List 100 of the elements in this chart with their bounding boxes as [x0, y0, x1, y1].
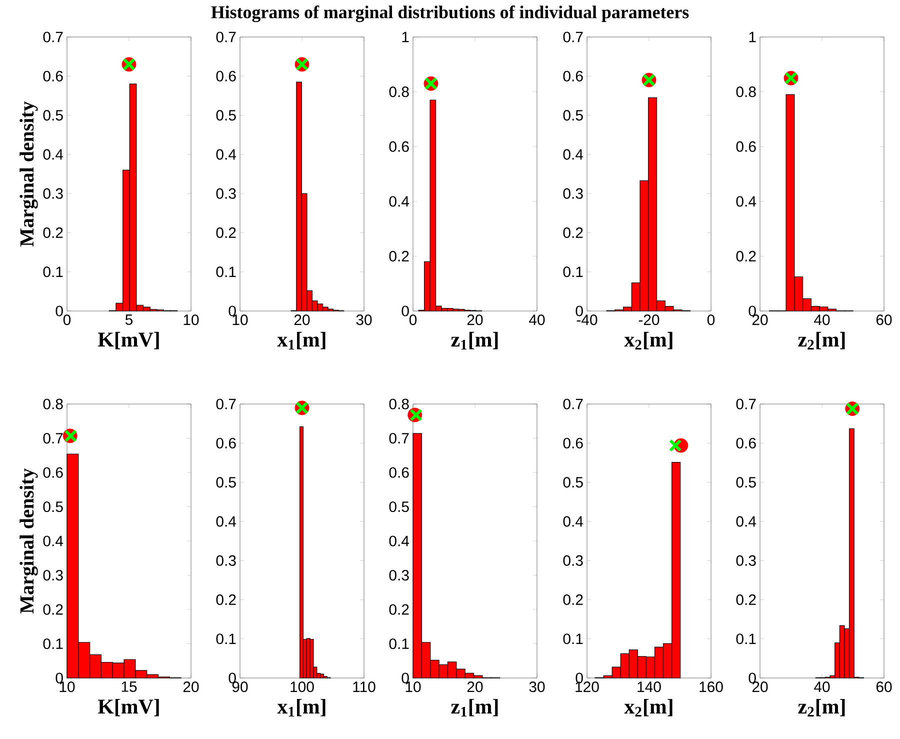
y-tick-label: 0.8	[389, 86, 409, 98]
y-tick-label: 0.6	[216, 70, 236, 82]
x-tick-label: 0	[409, 314, 417, 326]
y-tick-label: 0.6	[216, 438, 236, 448]
y-tick-label: 0	[56, 672, 63, 684]
x-tick-label: 60	[876, 314, 892, 326]
x-axis-title: z$_{2}$[m]	[798, 332, 845, 350]
y-tick-label: 0.6	[43, 467, 63, 478]
y-tick-label: 0.2	[389, 604, 409, 615]
y-tick-label: 0.7	[563, 32, 583, 42]
y-tick-label: 0.2	[736, 250, 756, 262]
x-tick-label: 40	[529, 314, 545, 326]
x-tick-label: 15	[122, 682, 137, 692]
x-tick-label: 100	[290, 682, 314, 692]
y-tick-label: 0.4	[389, 536, 410, 546]
y-tick-label: 0.2	[216, 227, 236, 238]
y-tick-label: 0.6	[43, 70, 63, 82]
y-tick-label: 0.5	[563, 110, 583, 121]
x-axis-title: z$_{2}$[m]	[798, 698, 845, 717]
x-tick-label: 20	[183, 682, 199, 692]
y-tick-label: 0.6	[389, 141, 409, 152]
y-tick-label: 0.1	[216, 266, 236, 278]
y-tick-label: 0.3	[563, 188, 583, 199]
x-tick-label: 20	[467, 314, 483, 326]
x-axis-title: z$_{1}$[m]	[451, 332, 498, 350]
y-tick-label: 0.3	[389, 570, 409, 581]
y-tick-label: 0.3	[43, 188, 63, 199]
y-tick-label: 0.2	[389, 250, 409, 262]
y-tick-label: 0.1	[43, 638, 63, 650]
y-tick-label: 0.3	[563, 555, 583, 566]
y-tick-label: 0.6	[563, 70, 583, 82]
y-tick-label: 0.7	[43, 432, 63, 444]
y-tick-label: 0.4	[43, 536, 64, 546]
y-tick-label: 0.4	[216, 516, 236, 527]
x-axis-title: K[mV]	[98, 332, 159, 350]
x-tick-label: 110	[353, 682, 376, 692]
x-tick-label: 20	[294, 314, 310, 326]
y-tick-label: 0.2	[43, 604, 63, 615]
x-tick-label: 40	[814, 314, 830, 326]
y-tick-label: 0.1	[563, 634, 583, 644]
y-tick-label: 0.5	[43, 110, 63, 121]
y-tick-label: 0.3	[216, 555, 236, 566]
x-axis-title: z$_{1}$[m]	[451, 698, 498, 717]
x-tick-label: 20	[752, 314, 768, 326]
y-tick-label: 0.3	[736, 555, 756, 566]
y-tick-label: 0.1	[563, 266, 583, 278]
y-tick-label: 0	[228, 672, 236, 684]
x-tick-label: 30	[529, 682, 545, 692]
y-tick-label: 0.5	[216, 476, 236, 488]
y-tick-label: 0	[228, 306, 236, 316]
x-axis-title: x$_{2}$[m]	[624, 332, 672, 350]
x-axis-title: x$_{1}$[m]	[277, 332, 326, 350]
y-tick-label: 0	[576, 306, 583, 316]
x-tick-label: 30	[356, 314, 372, 326]
x-tick-label: -40	[576, 314, 598, 326]
y-tick-label: 0.4	[43, 149, 64, 160]
x-axis-title: x$_{1}$[m]	[277, 698, 326, 717]
y-tick-label: 0.3	[43, 570, 63, 581]
y-tick-label: 0.7	[43, 32, 63, 42]
y-tick-label: 0.1	[216, 634, 236, 644]
y-tick-label: 0.7	[216, 32, 236, 42]
y-tick-label: 0.5	[563, 476, 583, 488]
y-tick-label: 0.4	[563, 149, 584, 160]
x-tick-label: 160	[700, 682, 723, 692]
y-tick-label: 0.2	[736, 594, 756, 605]
y-tick-label: 0.8	[736, 86, 756, 98]
y-axis-title: Marginal density	[20, 468, 38, 614]
y-tick-label: 0.6	[736, 141, 756, 152]
x-tick-label: 20	[752, 682, 768, 692]
y-tick-label: 0.8	[43, 398, 63, 410]
x-tick-label: 10	[232, 314, 248, 326]
x-tick-label: 20	[467, 682, 483, 692]
y-tick-label: 0.1	[43, 266, 63, 278]
x-tick-label: 10	[406, 682, 421, 692]
y-tick-label: 0	[56, 306, 63, 316]
y-tick-label: 0.3	[216, 188, 236, 199]
y-tick-label: 0	[748, 306, 756, 316]
y-tick-label: 0.1	[736, 634, 756, 644]
y-tick-label: 0.4	[563, 516, 584, 527]
x-tick-label: 10	[184, 314, 199, 326]
y-tick-label: 1	[749, 32, 756, 42]
y-tick-label: 0.4	[736, 196, 756, 207]
x-tick-label: 120	[576, 682, 599, 692]
y-tick-label: 0.2	[43, 227, 63, 238]
y-tick-label: 0.4	[216, 149, 236, 160]
y-tick-label: 0.4	[389, 196, 410, 207]
y-tick-label: 0.7	[563, 398, 583, 410]
y-tick-label: 0	[402, 672, 409, 684]
y-tick-label: 0	[402, 306, 409, 316]
y-axis-title: Marginal density	[20, 101, 38, 246]
y-tick-label: 0.7	[216, 398, 236, 410]
y-tick-label: 0.2	[216, 594, 236, 605]
x-tick-label: -20	[638, 314, 660, 326]
y-tick-label: 0.5	[43, 501, 63, 512]
y-tick-label: 0.2	[563, 594, 583, 605]
x-tick-label: 40	[814, 682, 830, 692]
y-tick-label: 0.6	[563, 438, 583, 448]
y-tick-label: 0.5	[736, 476, 756, 488]
x-tick-label: 90	[232, 682, 248, 692]
x-tick-label: 10	[60, 682, 75, 692]
